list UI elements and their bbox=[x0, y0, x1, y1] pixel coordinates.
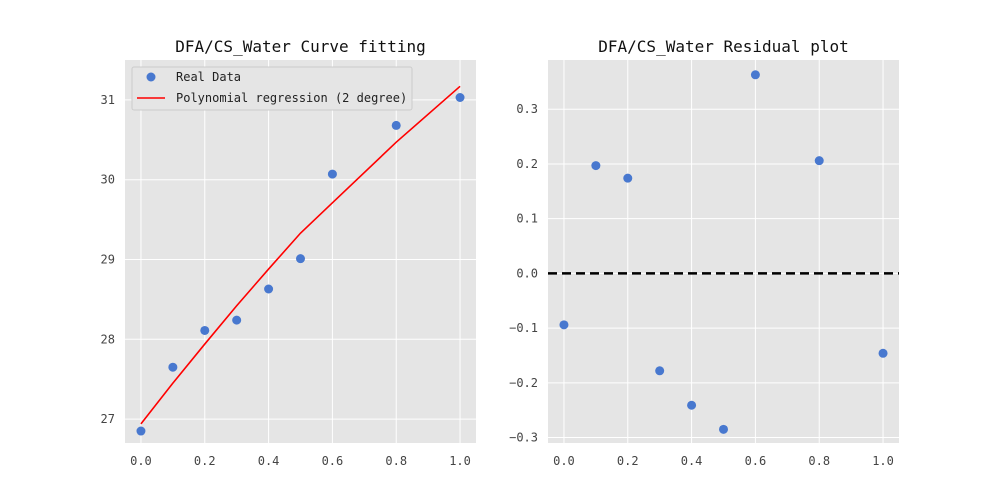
data-point bbox=[136, 426, 146, 436]
data-point bbox=[391, 120, 401, 130]
x-tick-label: 0.2 bbox=[194, 454, 216, 468]
curve-fitting-panel: 0.0 0.2 0.4 0.6 0.8 1.0 27 28 29 30 31 DFA/CS_Wat… bbox=[101, 37, 476, 468]
chart-title: DFA/CS_Water Curve fitting bbox=[175, 37, 425, 56]
chart-title: DFA/CS_Water Residual plot bbox=[598, 37, 848, 56]
y-tick-label: −0.2 bbox=[509, 376, 538, 390]
x-tick-label: 0.6 bbox=[745, 454, 767, 468]
y-axis-ticks: 27 28 29 30 31 bbox=[101, 93, 115, 426]
y-tick-label: 30 bbox=[101, 173, 115, 187]
y-tick-label: 0.2 bbox=[516, 157, 538, 171]
x-tick-label: 1.0 bbox=[449, 454, 471, 468]
data-point bbox=[264, 284, 274, 294]
data-point bbox=[559, 320, 569, 330]
x-tick-label: 0.0 bbox=[553, 454, 575, 468]
plot-area-background bbox=[548, 60, 899, 443]
data-point bbox=[814, 156, 824, 166]
legend-marker-real-data bbox=[146, 72, 156, 82]
legend-label-real-data: Real Data bbox=[176, 70, 241, 84]
y-tick-label: 0.1 bbox=[516, 212, 538, 226]
legend: Real Data Polynomial regression (2 degre… bbox=[131, 66, 413, 111]
x-tick-label: 0.6 bbox=[322, 454, 344, 468]
data-point bbox=[687, 400, 697, 410]
y-tick-label: 0.3 bbox=[516, 102, 538, 116]
y-tick-label: 28 bbox=[101, 332, 115, 346]
data-point bbox=[655, 366, 665, 376]
x-tick-label: 0.8 bbox=[808, 454, 830, 468]
y-tick-label: 0.0 bbox=[516, 266, 538, 280]
series-layer bbox=[559, 70, 888, 434]
data-point bbox=[750, 70, 760, 80]
x-tick-label: 1.0 bbox=[872, 454, 894, 468]
data-point bbox=[455, 93, 465, 103]
y-tick-label: −0.1 bbox=[509, 321, 538, 335]
data-point bbox=[200, 325, 210, 335]
y-tick-label: 29 bbox=[101, 252, 115, 266]
grid-lines bbox=[548, 60, 899, 443]
y-tick-label: 27 bbox=[101, 412, 115, 426]
x-tick-label: 0.4 bbox=[681, 454, 703, 468]
data-point bbox=[296, 254, 305, 264]
x-tick-label: 0.4 bbox=[258, 454, 280, 468]
series-layer bbox=[136, 85, 465, 436]
regression-line bbox=[140, 85, 461, 425]
x-tick-label: 0.2 bbox=[617, 454, 639, 468]
residual-plot-panel: 0.0 0.2 0.4 0.6 0.8 1.0 0.3 0.2 0.1 0.0 −0.1 −0.2 −… bbox=[509, 37, 899, 468]
y-tick-label: 31 bbox=[101, 93, 115, 107]
x-axis-ticks: 0.0 0.2 0.4 0.6 0.8 1.0 bbox=[553, 454, 894, 468]
x-axis-ticks: 0.0 0.2 0.4 0.6 0.8 1.0 bbox=[130, 454, 471, 468]
y-axis-ticks: 0.3 0.2 0.1 0.0 −0.1 −0.2 −0.3 bbox=[509, 102, 538, 444]
data-point bbox=[232, 315, 242, 325]
legend-box bbox=[131, 66, 413, 111]
data-point bbox=[591, 161, 601, 171]
x-tick-label: 0.8 bbox=[385, 454, 407, 468]
x-tick-label: 0.0 bbox=[130, 454, 152, 468]
y-tick-label: −0.3 bbox=[509, 431, 538, 445]
data-point bbox=[878, 348, 888, 358]
data-point bbox=[168, 362, 178, 372]
legend-label-polynomial: Polynomial regression (2 degree) bbox=[176, 91, 407, 105]
data-point bbox=[327, 169, 337, 179]
data-point bbox=[623, 173, 633, 183]
data-point bbox=[719, 424, 728, 434]
